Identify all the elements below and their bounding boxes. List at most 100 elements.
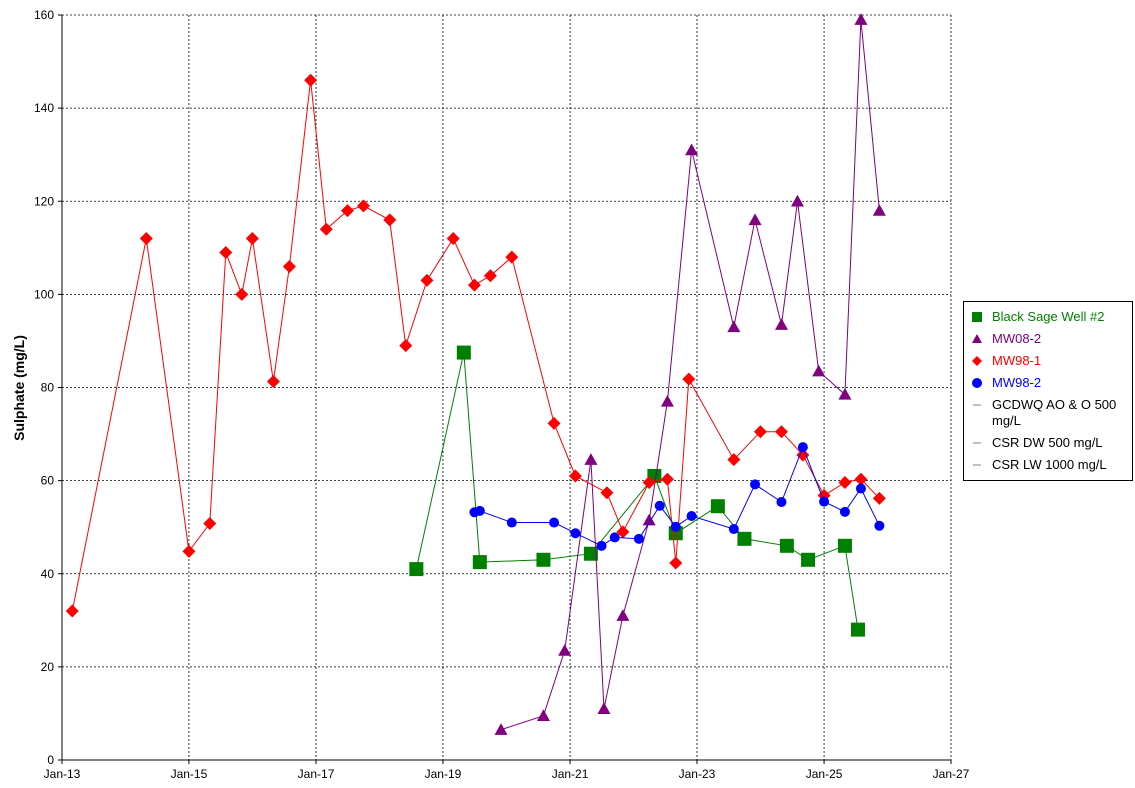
data-point [838, 475, 852, 489]
data-point [584, 453, 598, 465]
data-point [838, 387, 852, 400]
legend-label: MW98-2 [992, 375, 1042, 390]
data-point [472, 555, 487, 570]
legend-label: CSR LW 1000 mg/L [992, 457, 1107, 472]
data-point [801, 552, 816, 567]
y-tick-label: 120 [34, 194, 54, 208]
data-point [536, 709, 550, 721]
data-point [737, 531, 752, 546]
data-point [796, 448, 810, 462]
legend-symbol [972, 356, 982, 366]
data-point [65, 604, 79, 618]
legend-item: Black Sage Well #2 [964, 306, 1132, 328]
data-point [505, 250, 519, 264]
data-point [642, 513, 656, 526]
legend-item: CSR DW 500 mg/L [964, 432, 1132, 454]
data-point [304, 73, 318, 87]
data-point [872, 204, 886, 216]
data-point [654, 500, 665, 511]
series-2 [65, 73, 886, 618]
legend-symbol [972, 378, 982, 388]
data-point [774, 425, 788, 439]
y-tick-label: 160 [34, 8, 54, 22]
legend-item: GCDWQ AO & O 500 mg/L [964, 394, 1132, 432]
data-point [753, 425, 767, 439]
x-tick-label: Jan-17 [298, 767, 335, 781]
data-point [266, 374, 280, 388]
data-point [839, 506, 850, 517]
data-point [245, 232, 259, 245]
series [65, 13, 886, 735]
data-point [776, 497, 787, 508]
legend-symbol [972, 312, 982, 322]
data-point [139, 232, 153, 245]
y-tick-label: 100 [34, 287, 54, 301]
data-point [874, 520, 885, 531]
y-tick-label: 40 [41, 567, 55, 581]
series-line [415, 352, 859, 630]
data-point [399, 339, 413, 353]
data-point [203, 516, 217, 530]
legend-marker [970, 331, 984, 347]
data-point [474, 505, 485, 516]
data-point [536, 552, 551, 567]
legend-marker [970, 353, 984, 369]
x-tick-label: Jan-25 [806, 767, 843, 781]
data-point [779, 538, 794, 553]
data-point [669, 556, 683, 570]
legend-marker [970, 457, 984, 473]
y-tick-label: 80 [41, 381, 55, 395]
legend-marker [970, 397, 984, 413]
legend-label: MW98-1 [992, 353, 1042, 368]
data-point [182, 544, 196, 558]
data-point [660, 394, 674, 407]
y-axis-title: Sulphate (mg/L) [11, 335, 27, 441]
legend-symbol [972, 334, 982, 343]
data-point [282, 259, 296, 273]
data-point [319, 222, 333, 236]
legend-item: MW98-1 [964, 350, 1132, 372]
x-tick-label: Jan-13 [44, 767, 81, 781]
data-point [235, 287, 249, 301]
data-point [854, 472, 868, 486]
data-point [633, 533, 644, 544]
data-point [727, 453, 741, 467]
data-point [420, 273, 434, 287]
data-point [790, 194, 804, 207]
grid-lines [62, 14, 952, 760]
data-point [568, 469, 582, 483]
data-point [837, 538, 852, 553]
data-point [854, 13, 868, 25]
data-point [750, 479, 761, 490]
series-1 [494, 13, 886, 735]
x-tick-label: Jan-19 [425, 767, 462, 781]
data-point [596, 540, 607, 551]
data-point [872, 491, 886, 505]
data-point [797, 442, 808, 453]
data-point [819, 496, 830, 507]
data-point [616, 609, 630, 621]
series-line [71, 80, 880, 612]
data-point [356, 199, 370, 213]
data-point [728, 524, 739, 535]
data-point [383, 213, 397, 227]
data-point [340, 204, 354, 218]
legend-label: CSR DW 500 mg/L [992, 435, 1103, 450]
data-point [549, 517, 560, 528]
data-point [616, 525, 630, 539]
legend-marker [970, 309, 984, 325]
data-point [456, 345, 471, 360]
y-tick-label: 140 [34, 101, 54, 115]
data-point [710, 499, 725, 514]
data-point [483, 269, 497, 283]
data-point [409, 562, 424, 577]
axes [58, 14, 952, 764]
data-point [600, 486, 614, 500]
data-point [446, 232, 460, 245]
legend-label: MW08-2 [992, 331, 1042, 346]
x-tick-label: Jan-21 [552, 767, 589, 781]
data-point [558, 644, 572, 656]
series-3 [469, 442, 885, 551]
data-point [570, 528, 581, 539]
